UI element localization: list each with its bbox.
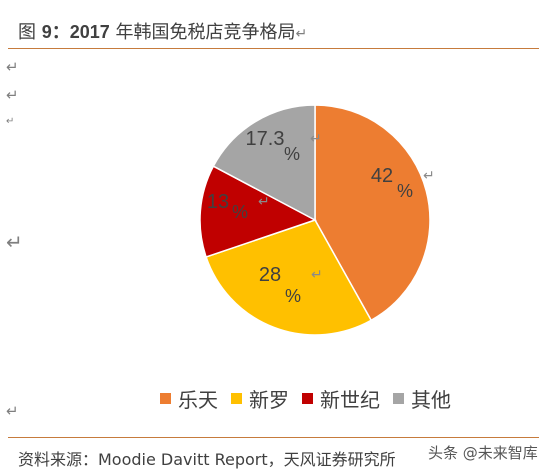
data-label: 28 bbox=[259, 264, 281, 286]
return-mark: ↵ bbox=[258, 194, 270, 210]
watermark: 头条 @未来智库 bbox=[428, 444, 538, 462]
legend-item: 乐天 bbox=[160, 384, 218, 413]
return-mark: ↵ bbox=[6, 402, 19, 420]
data-label: 42 bbox=[371, 165, 393, 187]
legend-item: 新罗 bbox=[231, 384, 289, 413]
legend-label: 其他 bbox=[411, 388, 451, 412]
top-rule bbox=[8, 48, 539, 49]
figure-label: 图 bbox=[18, 22, 36, 43]
data-label-unit: % bbox=[285, 286, 301, 306]
pie-slice bbox=[199, 165, 317, 258]
data-label-unit: % bbox=[284, 144, 300, 164]
legend-label: 新罗 bbox=[249, 388, 289, 412]
return-mark: ↵ bbox=[6, 86, 19, 104]
legend-swatch bbox=[231, 393, 242, 404]
legend-label: 新世纪 bbox=[320, 388, 380, 412]
data-label-unit: % bbox=[232, 202, 248, 222]
legend-item: 其他 bbox=[393, 384, 451, 413]
legend-swatch bbox=[393, 393, 404, 404]
figure-title: 图 9：2017 年韩国免税店竞争格局↵ bbox=[18, 22, 308, 43]
data-label: 17.3 bbox=[246, 128, 285, 150]
data-label: 13 bbox=[207, 191, 229, 213]
return-mark: ↵ bbox=[310, 131, 322, 147]
return-mark: ↵ bbox=[6, 116, 15, 127]
return-mark: ↵ bbox=[311, 267, 323, 283]
return-mark: ↵ bbox=[6, 230, 23, 254]
legend-swatch bbox=[302, 393, 313, 404]
pie-slice bbox=[314, 104, 431, 322]
legend-item: 新世纪 bbox=[302, 384, 380, 413]
data-label-unit: % bbox=[397, 181, 413, 201]
return-mark: ↵ bbox=[6, 58, 19, 76]
source-note: 资料来源：Moodie Davitt Report，天风证券研究所 bbox=[18, 450, 396, 469]
legend-label: 乐天 bbox=[178, 388, 218, 412]
chart-legend: 乐天 新罗 新世纪 其他 bbox=[160, 384, 464, 413]
bottom-rule bbox=[8, 437, 539, 438]
return-mark: ↵ bbox=[423, 168, 435, 184]
pie-slice bbox=[212, 104, 316, 222]
pie-slice bbox=[205, 219, 373, 336]
figure-title-text: 年韩国免税店竞争格局 bbox=[115, 22, 296, 43]
legend-swatch bbox=[160, 393, 171, 404]
figure-number: 9：2017 bbox=[41, 22, 110, 42]
